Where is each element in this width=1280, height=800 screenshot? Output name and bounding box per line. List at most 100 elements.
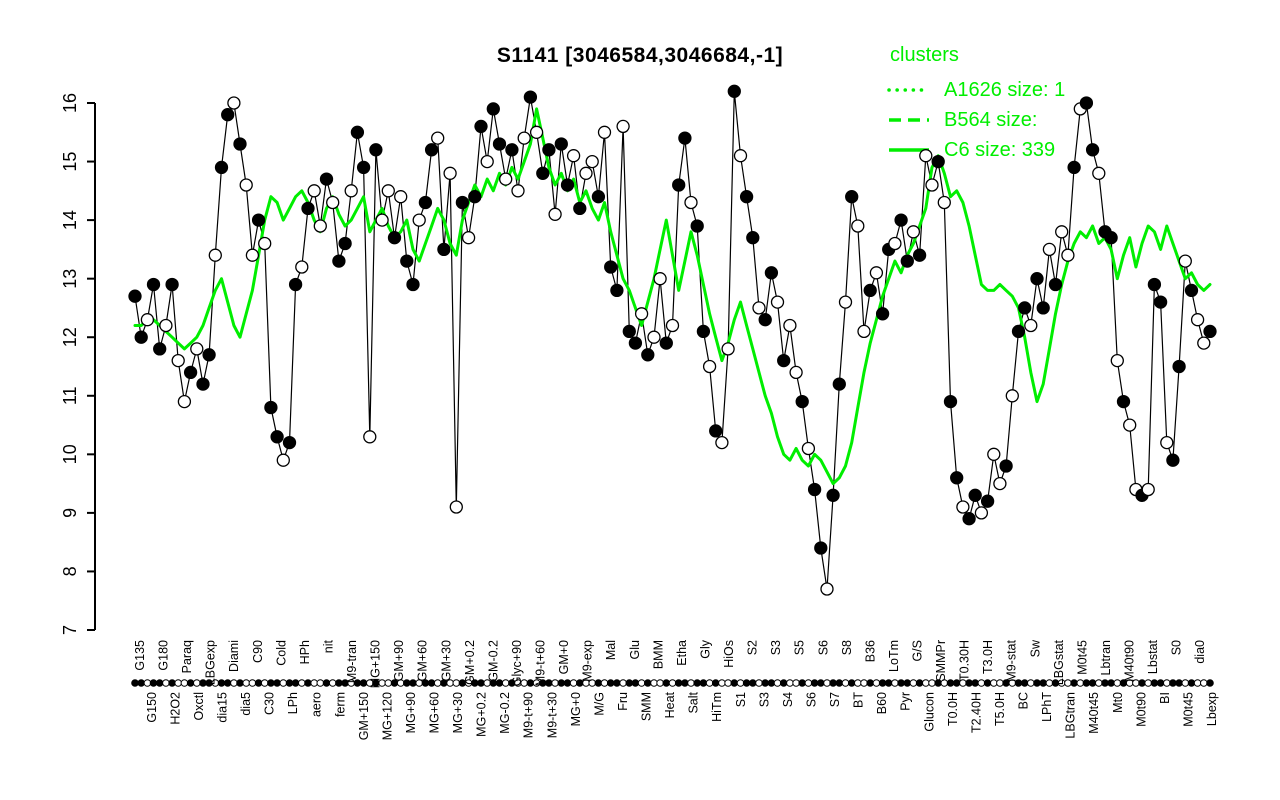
condition-symbol bbox=[687, 679, 695, 687]
x-tick-label: LPh bbox=[286, 692, 300, 714]
condition-symbol bbox=[254, 679, 263, 687]
data-point bbox=[437, 242, 451, 257]
condition-symbol bbox=[174, 679, 182, 687]
data-point bbox=[387, 231, 402, 245]
x-tick-label: M9-stat bbox=[1005, 639, 1019, 681]
x-tick-label: GM+0 bbox=[557, 640, 571, 674]
data-point bbox=[696, 324, 711, 339]
data-point bbox=[758, 313, 772, 327]
x-tick-label: S4 bbox=[781, 692, 795, 707]
data-point bbox=[585, 154, 599, 169]
data-point bbox=[1166, 453, 1180, 467]
data-point bbox=[1079, 96, 1094, 110]
x-tick-label: LBGtran bbox=[1064, 692, 1078, 739]
data-point bbox=[641, 348, 655, 362]
condition-symbol bbox=[990, 679, 998, 687]
condition-symbol bbox=[742, 679, 751, 687]
data-point bbox=[993, 476, 1007, 491]
data-point bbox=[869, 266, 884, 280]
condition-symbol bbox=[1039, 679, 1047, 687]
condition-symbol bbox=[458, 679, 467, 687]
condition-symbol bbox=[674, 679, 683, 687]
data-point bbox=[925, 178, 939, 192]
condition-symbol bbox=[668, 679, 677, 687]
x-tick-label: M40t45 bbox=[1087, 692, 1101, 734]
x-tick-label: GM+60 bbox=[416, 640, 430, 681]
x-tick-label: dia5 bbox=[239, 692, 253, 716]
x-tick-label: SMMPr bbox=[934, 640, 948, 682]
condition-symbol bbox=[637, 679, 646, 687]
condition-symbol bbox=[335, 679, 343, 687]
data-point bbox=[1036, 301, 1050, 315]
data-point bbox=[1073, 102, 1087, 116]
data-point bbox=[301, 201, 315, 216]
condition-symbol bbox=[211, 679, 220, 687]
data-point bbox=[146, 277, 161, 292]
data-point bbox=[251, 213, 266, 227]
x-tick-label: GM-0.2 bbox=[486, 640, 500, 682]
condition-symbol bbox=[965, 679, 973, 687]
data-point bbox=[332, 254, 346, 268]
condition-symbol bbox=[767, 679, 776, 687]
condition-symbol bbox=[872, 679, 881, 687]
condition-symbol bbox=[823, 679, 831, 687]
plot-title: S1141 [3046584,3046684,-1] bbox=[496, 44, 784, 67]
data-point bbox=[634, 307, 649, 321]
data-point bbox=[1098, 225, 1112, 239]
condition-symbol bbox=[149, 679, 158, 687]
condition-symbol bbox=[248, 679, 257, 687]
data-point bbox=[1153, 295, 1168, 309]
data-point bbox=[777, 353, 791, 368]
data-point bbox=[573, 201, 587, 216]
condition-symbol bbox=[860, 679, 868, 687]
data-point bbox=[597, 125, 612, 139]
condition-symbol bbox=[440, 679, 448, 687]
data-point bbox=[264, 400, 278, 415]
data-point bbox=[1085, 143, 1100, 157]
condition-symbol bbox=[372, 679, 380, 687]
data-point bbox=[431, 131, 445, 145]
data-point bbox=[375, 213, 389, 227]
data-point bbox=[1042, 242, 1057, 257]
data-point bbox=[394, 190, 408, 204]
data-point bbox=[276, 453, 290, 467]
y-tick-label: 13 bbox=[60, 269, 80, 289]
condition-symbol bbox=[328, 679, 337, 687]
data-point bbox=[962, 512, 976, 526]
data-point bbox=[282, 435, 297, 450]
profile-line bbox=[134, 91, 1211, 590]
data-point bbox=[350, 125, 365, 139]
legend-entry-label: C6 size: 339 bbox=[944, 138, 1056, 161]
data-point bbox=[616, 119, 630, 134]
data-point bbox=[566, 149, 581, 163]
condition-symbol bbox=[631, 679, 640, 687]
y-tick-label: 15 bbox=[60, 152, 80, 172]
condition-symbol bbox=[1014, 679, 1023, 687]
x-tick-label: M9-t+60 bbox=[534, 640, 548, 686]
condition-symbol bbox=[952, 679, 961, 687]
data-point bbox=[455, 195, 470, 210]
data-point bbox=[424, 143, 439, 157]
condition-symbol bbox=[922, 679, 930, 687]
condition-symbol bbox=[353, 679, 362, 687]
data-point bbox=[474, 119, 488, 134]
condition-symbol bbox=[829, 679, 837, 687]
data-point bbox=[591, 190, 606, 204]
data-point bbox=[400, 254, 414, 268]
condition-symbol bbox=[854, 679, 862, 687]
data-point bbox=[1005, 389, 1019, 403]
y-tick-label: 11 bbox=[60, 386, 80, 405]
legend-entry: C6 size: 339 bbox=[886, 135, 1065, 165]
condition-symbol bbox=[1070, 679, 1078, 687]
x-tick-label: Heat bbox=[663, 691, 677, 718]
condition-symbol bbox=[644, 679, 652, 687]
data-point bbox=[449, 500, 463, 514]
data-point bbox=[622, 324, 636, 339]
data-point bbox=[1123, 418, 1137, 432]
condition-symbol bbox=[650, 679, 658, 687]
data-point bbox=[672, 178, 686, 192]
data-point bbox=[1011, 324, 1026, 339]
condition-symbol bbox=[1132, 679, 1140, 687]
data-point bbox=[795, 394, 809, 409]
x-tick-label: M0t90 bbox=[1134, 692, 1148, 727]
